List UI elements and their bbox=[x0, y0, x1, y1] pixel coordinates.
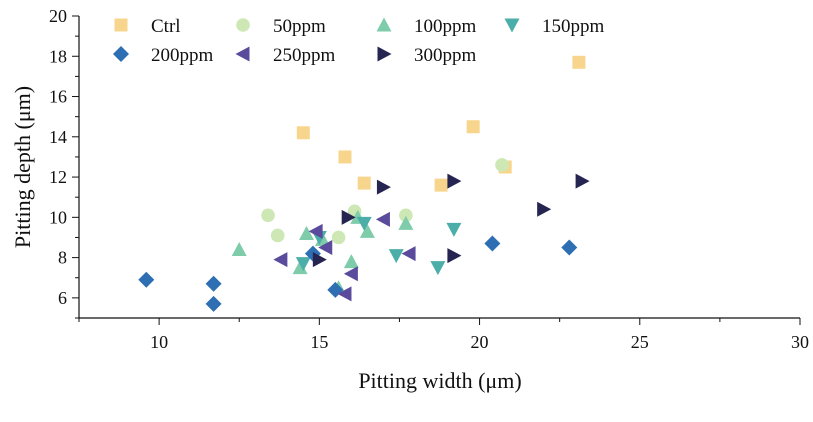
legend-marker bbox=[236, 18, 250, 32]
data-point bbox=[401, 246, 416, 262]
legend-label: 250ppm bbox=[273, 45, 336, 66]
data-point bbox=[299, 225, 315, 240]
data-points bbox=[138, 55, 590, 312]
data-point bbox=[296, 126, 310, 140]
y-axis-title: Pitting depth (μm) bbox=[10, 86, 35, 248]
data-point bbox=[338, 150, 352, 164]
y-tick-label: 20 bbox=[49, 6, 67, 26]
data-point bbox=[572, 55, 586, 69]
data-point bbox=[356, 216, 372, 231]
data-point bbox=[331, 230, 346, 245]
data-point bbox=[434, 178, 448, 192]
y-tick-label: 16 bbox=[49, 87, 67, 107]
legend-marker bbox=[376, 17, 392, 32]
data-point bbox=[341, 209, 356, 225]
data-point bbox=[398, 215, 414, 230]
data-point bbox=[466, 120, 480, 134]
y-tick-label: 18 bbox=[49, 46, 67, 66]
axes: 10 15 20 25 30 6 8 10 12 14 16 18 20 bbox=[49, 6, 809, 352]
legend-marker bbox=[235, 46, 250, 62]
data-point bbox=[343, 254, 359, 269]
data-point bbox=[205, 275, 222, 292]
data-point bbox=[138, 271, 155, 288]
data-point bbox=[231, 242, 247, 257]
legend-label: 300ppm bbox=[414, 45, 477, 66]
y-tick-label: 10 bbox=[49, 207, 67, 227]
data-point bbox=[318, 240, 333, 256]
legend-label: 50ppm bbox=[273, 16, 326, 37]
data-point bbox=[343, 266, 358, 282]
data-point bbox=[495, 158, 509, 172]
data-point bbox=[312, 252, 327, 268]
y-tick-label: 6 bbox=[58, 288, 67, 308]
data-point bbox=[388, 249, 404, 264]
legend: Ctrl 50ppm 100ppm 150ppm 200ppm 250ppm 300ppm bbox=[113, 16, 605, 66]
data-point bbox=[359, 223, 375, 238]
legend-label: 150ppm bbox=[542, 16, 605, 37]
data-point bbox=[337, 286, 352, 302]
data-point bbox=[205, 295, 222, 312]
y-tick-label: 8 bbox=[58, 248, 67, 268]
data-point bbox=[308, 223, 323, 239]
data-point bbox=[447, 248, 462, 264]
legend-marker bbox=[114, 18, 128, 32]
data-point bbox=[376, 179, 391, 195]
legend-marker bbox=[377, 46, 392, 62]
data-point bbox=[447, 173, 462, 189]
data-point bbox=[561, 239, 578, 256]
x-tick-label: 30 bbox=[791, 332, 809, 352]
data-point bbox=[446, 222, 462, 237]
y-tick-label: 14 bbox=[49, 127, 67, 147]
data-point bbox=[375, 211, 390, 227]
data-point bbox=[273, 252, 288, 268]
data-point bbox=[292, 260, 308, 275]
x-tick-label: 25 bbox=[631, 332, 649, 352]
data-point bbox=[399, 208, 413, 223]
data-point bbox=[537, 201, 552, 217]
x-axis-title: Pitting width (μm) bbox=[358, 368, 521, 393]
legend-marker bbox=[504, 18, 520, 33]
x-tick-label: 20 bbox=[471, 332, 489, 352]
y-tick-label: 12 bbox=[49, 167, 67, 187]
legend-label: Ctrl bbox=[151, 16, 181, 37]
legend-label: 200ppm bbox=[151, 45, 214, 66]
data-point bbox=[261, 208, 275, 223]
x-tick-label: 10 bbox=[150, 332, 168, 352]
data-point bbox=[357, 176, 371, 190]
data-point bbox=[484, 235, 501, 252]
data-point bbox=[575, 173, 590, 189]
data-point bbox=[295, 257, 311, 272]
legend-label: 100ppm bbox=[414, 16, 477, 37]
data-point bbox=[430, 261, 446, 276]
x-tick-label: 15 bbox=[310, 332, 328, 352]
legend-marker bbox=[113, 46, 129, 62]
data-point bbox=[270, 228, 285, 243]
